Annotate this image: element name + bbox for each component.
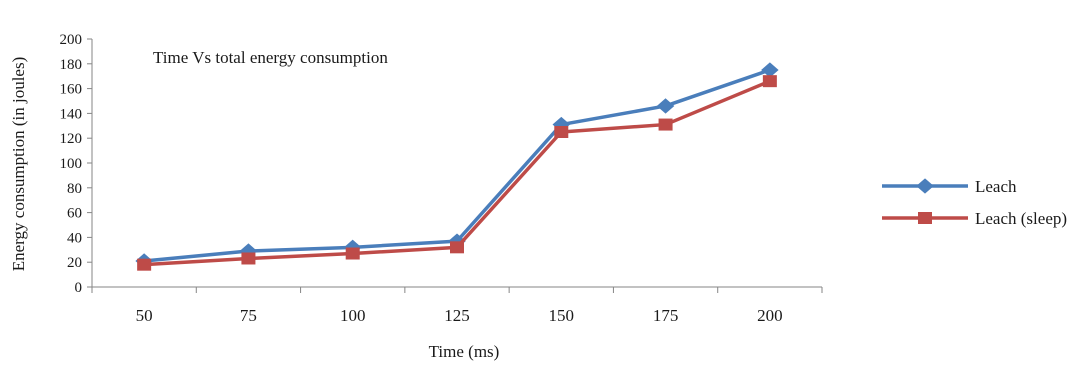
- x-tick-label: 200: [757, 306, 783, 325]
- y-tick-label: 140: [60, 106, 83, 122]
- y-tick-label: 40: [67, 230, 82, 246]
- series-leach: [135, 62, 779, 269]
- x-tick-label: 175: [653, 306, 679, 325]
- x-tick-label: 50: [136, 306, 153, 325]
- x-axis-label: Time (ms): [429, 342, 500, 361]
- y-tick-label: 80: [67, 181, 82, 197]
- data-point: [450, 241, 464, 254]
- y-tick-label: 60: [67, 206, 82, 222]
- y-tick-label: 160: [60, 82, 83, 98]
- legend: Leach Leach (sleep): [882, 177, 1067, 228]
- x-tick-label: 100: [340, 306, 366, 325]
- data-point: [658, 118, 673, 131]
- y-tick-label: 180: [60, 57, 83, 73]
- data-point: [241, 252, 256, 265]
- legend-marker: [916, 178, 934, 194]
- x-ticks: 50 75 100 125 150 175 200: [91, 287, 823, 325]
- legend-label: Leach: [975, 177, 1017, 196]
- legend-marker: [918, 212, 932, 224]
- data-point: [762, 75, 777, 88]
- data-point: [137, 258, 152, 271]
- legend-label: Leach (sleep): [975, 209, 1067, 228]
- series-line: [143, 68, 771, 263]
- y-tick-label: 100: [60, 156, 83, 172]
- data-point: [656, 98, 675, 114]
- legend-item: Leach: [882, 177, 1017, 196]
- x-tick-label: 150: [549, 306, 575, 325]
- y-tick-label: 0: [75, 280, 83, 296]
- y-ticks: 0 20 40 60 80 100 120 140 160 180 200: [60, 32, 92, 296]
- y-axis-label: Energy consumption (in joules): [9, 57, 28, 272]
- series-group: [135, 62, 779, 271]
- y-tick-label: 120: [60, 131, 83, 147]
- x-tick-label: 125: [444, 306, 470, 325]
- y-tick-label: 20: [67, 255, 82, 271]
- series-leach-sleep: [137, 75, 777, 271]
- y-tick-label: 200: [60, 32, 83, 48]
- data-point: [761, 62, 779, 78]
- data-point: [554, 126, 569, 138]
- data-point: [345, 247, 360, 260]
- chart-title: Time Vs total energy consumption: [153, 48, 388, 67]
- x-tick-label: 75: [240, 306, 257, 325]
- legend-item: Leach (sleep): [882, 209, 1067, 228]
